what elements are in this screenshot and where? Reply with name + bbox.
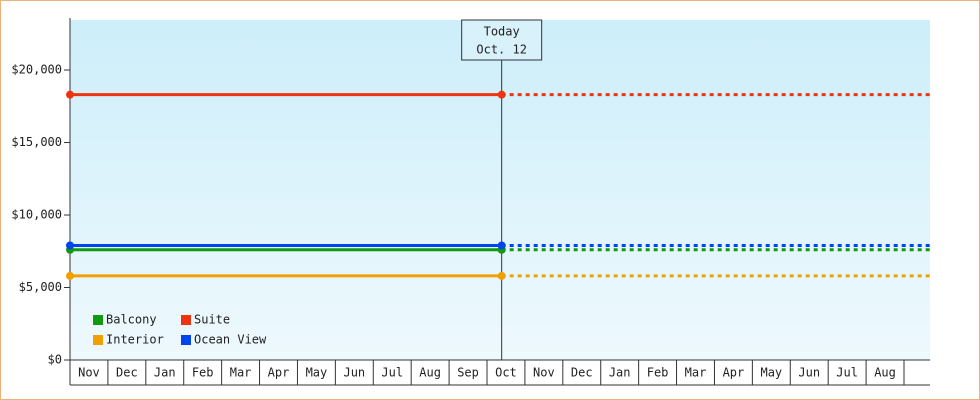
y-tick-label: $5,000 bbox=[19, 280, 62, 294]
legend-swatch bbox=[93, 315, 103, 325]
x-tick-label: Jun bbox=[798, 366, 820, 380]
x-tick-label: Dec bbox=[116, 366, 138, 380]
x-tick-label: Aug bbox=[419, 366, 441, 380]
x-tick-label: Apr bbox=[268, 366, 290, 380]
legend-label: Balcony bbox=[106, 313, 157, 327]
y-tick-label: $10,000 bbox=[11, 208, 62, 222]
today-label: Oct. 12 bbox=[476, 43, 527, 57]
today-label: Today bbox=[484, 25, 520, 39]
x-tick-label: May bbox=[306, 366, 328, 380]
series-point bbox=[66, 271, 74, 280]
x-tick-label: May bbox=[760, 366, 782, 380]
y-tick-label: $20,000 bbox=[11, 63, 62, 77]
x-tick-label: Sep bbox=[457, 366, 479, 380]
x-tick-label: Jan bbox=[154, 366, 176, 380]
legend-swatch bbox=[181, 315, 191, 325]
legend-label: Suite bbox=[194, 313, 230, 327]
x-tick-label: Feb bbox=[647, 366, 669, 380]
x-tick-label: Aug bbox=[874, 366, 896, 380]
x-tick-label: Oct bbox=[495, 366, 517, 380]
x-tick-label: Mar bbox=[685, 366, 707, 380]
legend-label: Ocean View bbox=[194, 333, 267, 347]
legend-swatch bbox=[93, 335, 103, 345]
plot-area bbox=[70, 20, 930, 360]
series-point bbox=[497, 90, 506, 99]
legend-swatch bbox=[181, 335, 191, 345]
series-point bbox=[497, 271, 506, 280]
x-tick-label: Jul bbox=[381, 366, 403, 380]
series-point bbox=[497, 241, 506, 250]
series-point bbox=[66, 241, 74, 250]
x-tick-label: Jan bbox=[609, 366, 631, 380]
x-tick-label: Nov bbox=[78, 366, 100, 380]
x-tick-label: Feb bbox=[192, 366, 214, 380]
x-tick-label: Nov bbox=[533, 366, 555, 380]
x-tick-label: Jul bbox=[836, 366, 858, 380]
series-point bbox=[66, 90, 74, 99]
x-tick-label: Mar bbox=[230, 366, 252, 380]
x-tick-label: Apr bbox=[723, 366, 745, 380]
y-tick-label: $0 bbox=[48, 353, 62, 367]
legend-label: Interior bbox=[106, 333, 164, 347]
y-tick-label: $15,000 bbox=[11, 135, 62, 149]
today-box bbox=[461, 19, 543, 61]
x-tick-label: Jun bbox=[343, 366, 365, 380]
x-tick-label: Dec bbox=[571, 366, 593, 380]
